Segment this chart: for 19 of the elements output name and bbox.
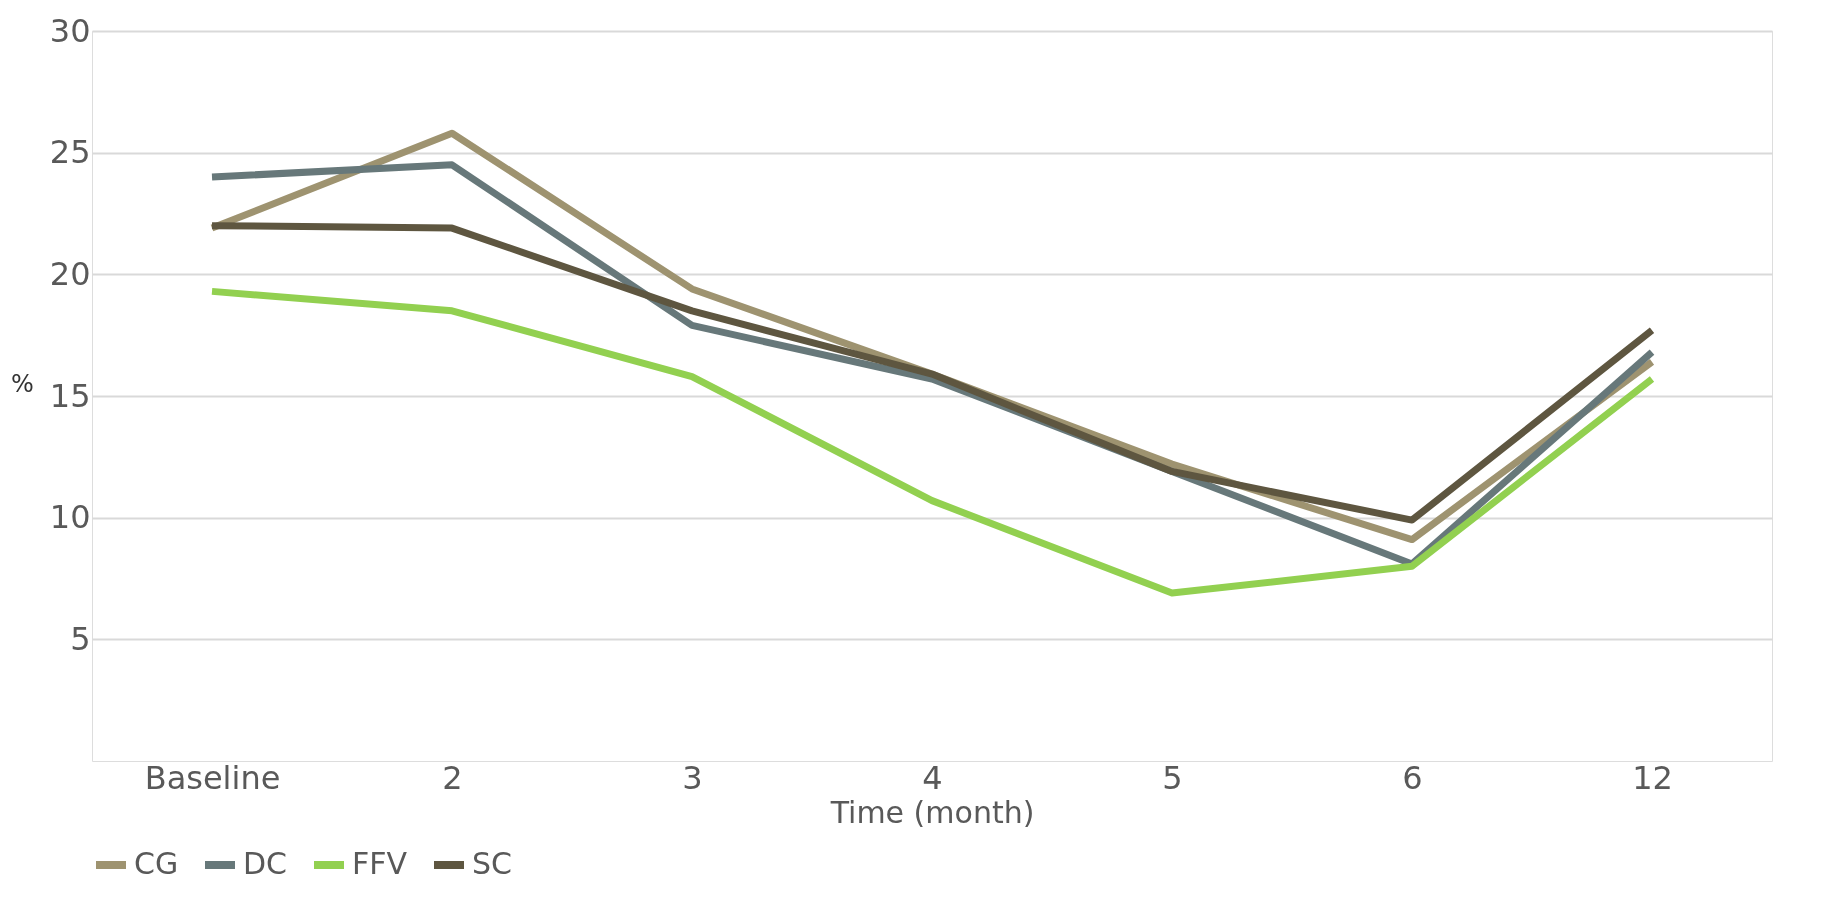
legend-label: SC (472, 846, 512, 881)
y-tick-label: 15 (49, 376, 91, 415)
x-tick-label: Baseline (144, 758, 281, 797)
x-tick-label: 2 (442, 758, 463, 797)
x-tick-label: 12 (1632, 758, 1673, 797)
legend-label: CG (134, 846, 179, 881)
y-tick-label: 5 (70, 619, 91, 658)
x-tick-label: 6 (1402, 758, 1423, 797)
y-tick-label: 30 (49, 11, 91, 50)
y-axis-title: % (11, 369, 34, 398)
x-axis-title: Time (month) (829, 794, 1035, 830)
x-tick-label: 4 (922, 758, 943, 797)
x-tick-label: 5 (1162, 758, 1183, 797)
y-tick-label: 10 (49, 498, 91, 537)
legend-label: DC (243, 846, 288, 881)
legend-label: FFV (352, 846, 408, 881)
y-tick-label: 25 (49, 133, 91, 172)
x-tick-label: 3 (682, 758, 703, 797)
y-tick-label: 20 (49, 254, 91, 293)
